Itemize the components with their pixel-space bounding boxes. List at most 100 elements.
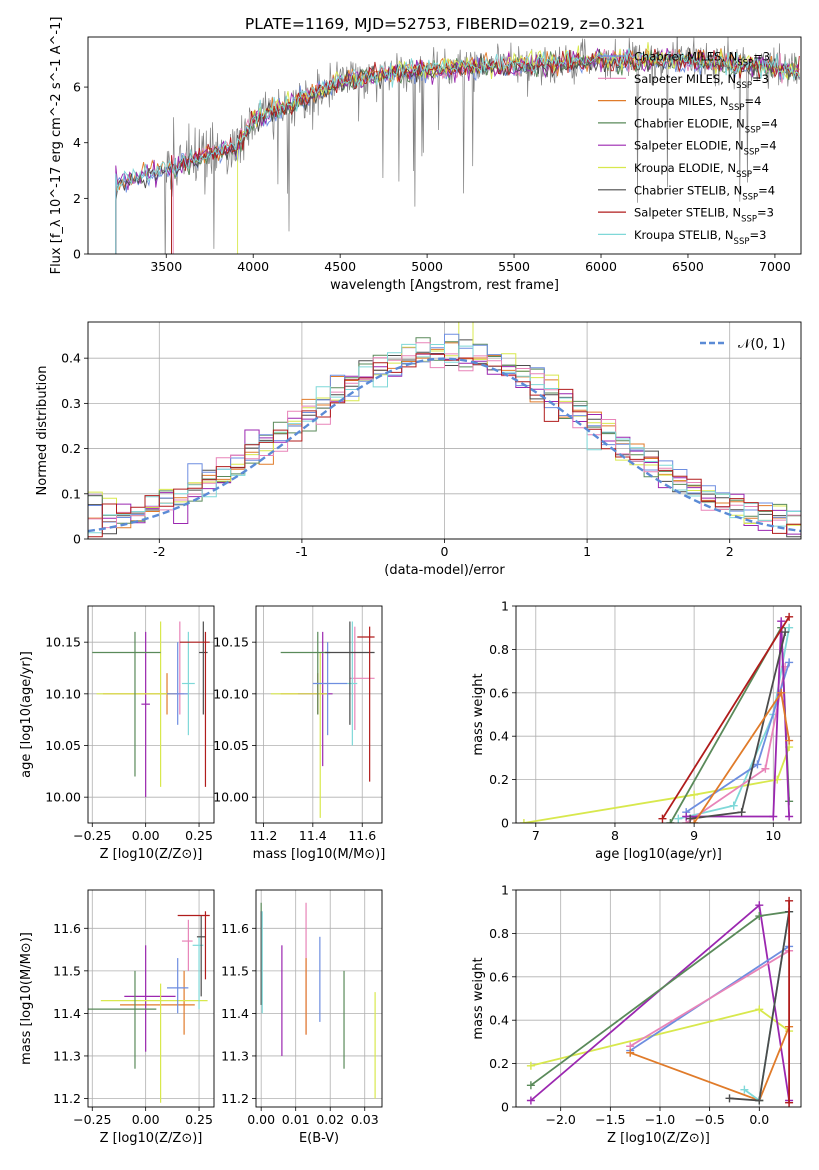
series-marker [755,1005,764,1014]
x-tick-label: 5500 [498,259,530,274]
series-marker [690,819,699,823]
residual-histogram-step [88,353,801,539]
y-tick-label: 10.00 [45,790,81,805]
series-line [690,631,787,820]
x-tick-label: 11.6 [348,828,376,843]
axes-frame [255,889,383,1108]
series-marker [785,658,794,667]
legend-label: Kroupa STELIB, NSSP=3 [634,228,766,247]
legend-label: Salpeter ELODIE, NSSP=4 [634,139,777,158]
series-marker [526,1081,535,1090]
plot-area-massweight_vs_Z [526,896,794,1107]
model-spectrum-line [115,48,800,254]
y-axis-label: mass weight [471,957,486,1039]
y-tick-label: 11.3 [221,1048,249,1063]
legend-label: Chabrier ELODIE, NSSP=4 [634,116,778,135]
axes-frame [87,889,215,1108]
series-marker [666,819,675,823]
series-marker [781,628,790,637]
model-spectrum-line [115,47,800,254]
y-tick-label: 10.05 [213,738,249,753]
y-tick-label: 0 [501,816,509,831]
residual-histogram-step [88,343,801,539]
y-tick-label: 11.6 [53,921,81,936]
mass-weight-series [682,617,794,821]
data-point-errorbar [179,631,210,787]
x-tick-label: 9 [690,828,698,843]
y-tick-label: 0.1 [61,486,81,501]
series-marker [674,814,683,823]
series-marker [725,1094,734,1103]
axes-mass_vs_ebv: 0.00 0.01 0.02 0.03 11.2 11.3 11.4 11.5 11.6 E(B-… [221,889,383,1146]
x-tick-label: 4000 [237,259,269,274]
plot-area-massweight_vs_age [519,612,794,823]
y-tick-label: 4 [73,135,81,150]
series-line [629,950,790,1047]
x-tick-label: 7 [532,828,540,843]
x-axis-label: mass [log10(M/M⊙)] [253,847,386,862]
model-spectrum-line [171,48,800,254]
x-tick-label: −1.0 [645,1112,675,1127]
x-tick-label: 2 [726,544,734,559]
y-axis-label: Flux [f_λ 10^-17 erg cm^-2 s^-1 A^-1] [49,17,64,275]
y-tick-label: 11.6 [221,921,249,936]
series-marker [626,1048,635,1057]
series-marker [755,1096,764,1105]
x-tick-label: 0.03 [351,1112,379,1127]
y-tick-label: 0.2 [61,441,81,456]
legend-label: 𝒩(0, 1) [738,337,785,352]
legend-label: Salpeter STELIB, NSSP=3 [634,206,774,225]
series-marker [686,814,695,823]
data-point-errorbar [312,642,348,736]
x-tick-label: 6000 [585,259,617,274]
series-marker [785,896,794,905]
legend-label: Kroupa ELODIE, NSSP=4 [634,161,769,180]
y-tick-label: 0.8 [489,926,509,941]
series-line [743,911,790,1103]
data-point-errorbar [325,621,375,725]
data-point-errorbar [357,626,375,782]
y-tick-label: 11.4 [221,1006,249,1021]
axes-age_vs_mass: 11.2 11.4 11.6 10.00 10.05 10.10 10.15 mass [lo… [213,605,386,862]
y-tick-label: 2 [73,191,81,206]
x-tick-label: 0.25 [185,1112,213,1127]
axes-frame [515,605,802,824]
data-point-errorbar [280,631,331,715]
x-tick-label: 11.4 [299,828,327,843]
series-marker [777,617,786,626]
y-axis-label: age [log10(age/yr)] [19,651,34,778]
x-axis-label: Z [log10(Z/Z⊙)] [100,847,203,862]
series-marker [740,1085,749,1094]
y-tick-label: 10.15 [213,635,249,650]
y-tick-label: 10.05 [45,738,81,753]
series-marker [777,688,786,697]
data-point-errorbar [181,919,193,971]
plot-area-residuals [88,322,801,539]
axes-residuals: 𝒩(0, 1) -2 -1 0 1 2 0 0.1 0.2 0.3 0.4 (data-model)/… [35,321,802,578]
y-tick-label: 6 [73,80,81,95]
x-tick-label: −0.5 [694,1112,724,1127]
y-tick-label: 10.10 [213,686,249,701]
mass-weight-series [674,623,794,823]
y-tick-label: 10.15 [45,635,81,650]
x-tick-label: 0.00 [132,828,160,843]
x-tick-label: 8 [611,828,619,843]
legend-label: Kroupa MILES, NSSP=4 [634,94,761,113]
x-tick-label: -2 [153,544,165,559]
plot-area-age_vs_mass [270,621,375,818]
y-axis-label: mass [log10(M/M⊙)] [19,932,34,1065]
data-point-errorbar [167,958,189,1014]
y-tick-label: 0 [73,532,81,547]
data-point-errorbar [175,621,185,715]
mass-weight-series [690,688,794,823]
y-tick-label: 0.4 [489,729,509,744]
x-tick-label: 4500 [324,259,356,274]
series-marker [755,901,764,910]
mass-weight-series [785,896,794,1107]
y-axis-label: mass weight [471,673,486,755]
gaussian-reference-curve [88,357,801,533]
y-tick-label: 11.2 [53,1091,81,1106]
